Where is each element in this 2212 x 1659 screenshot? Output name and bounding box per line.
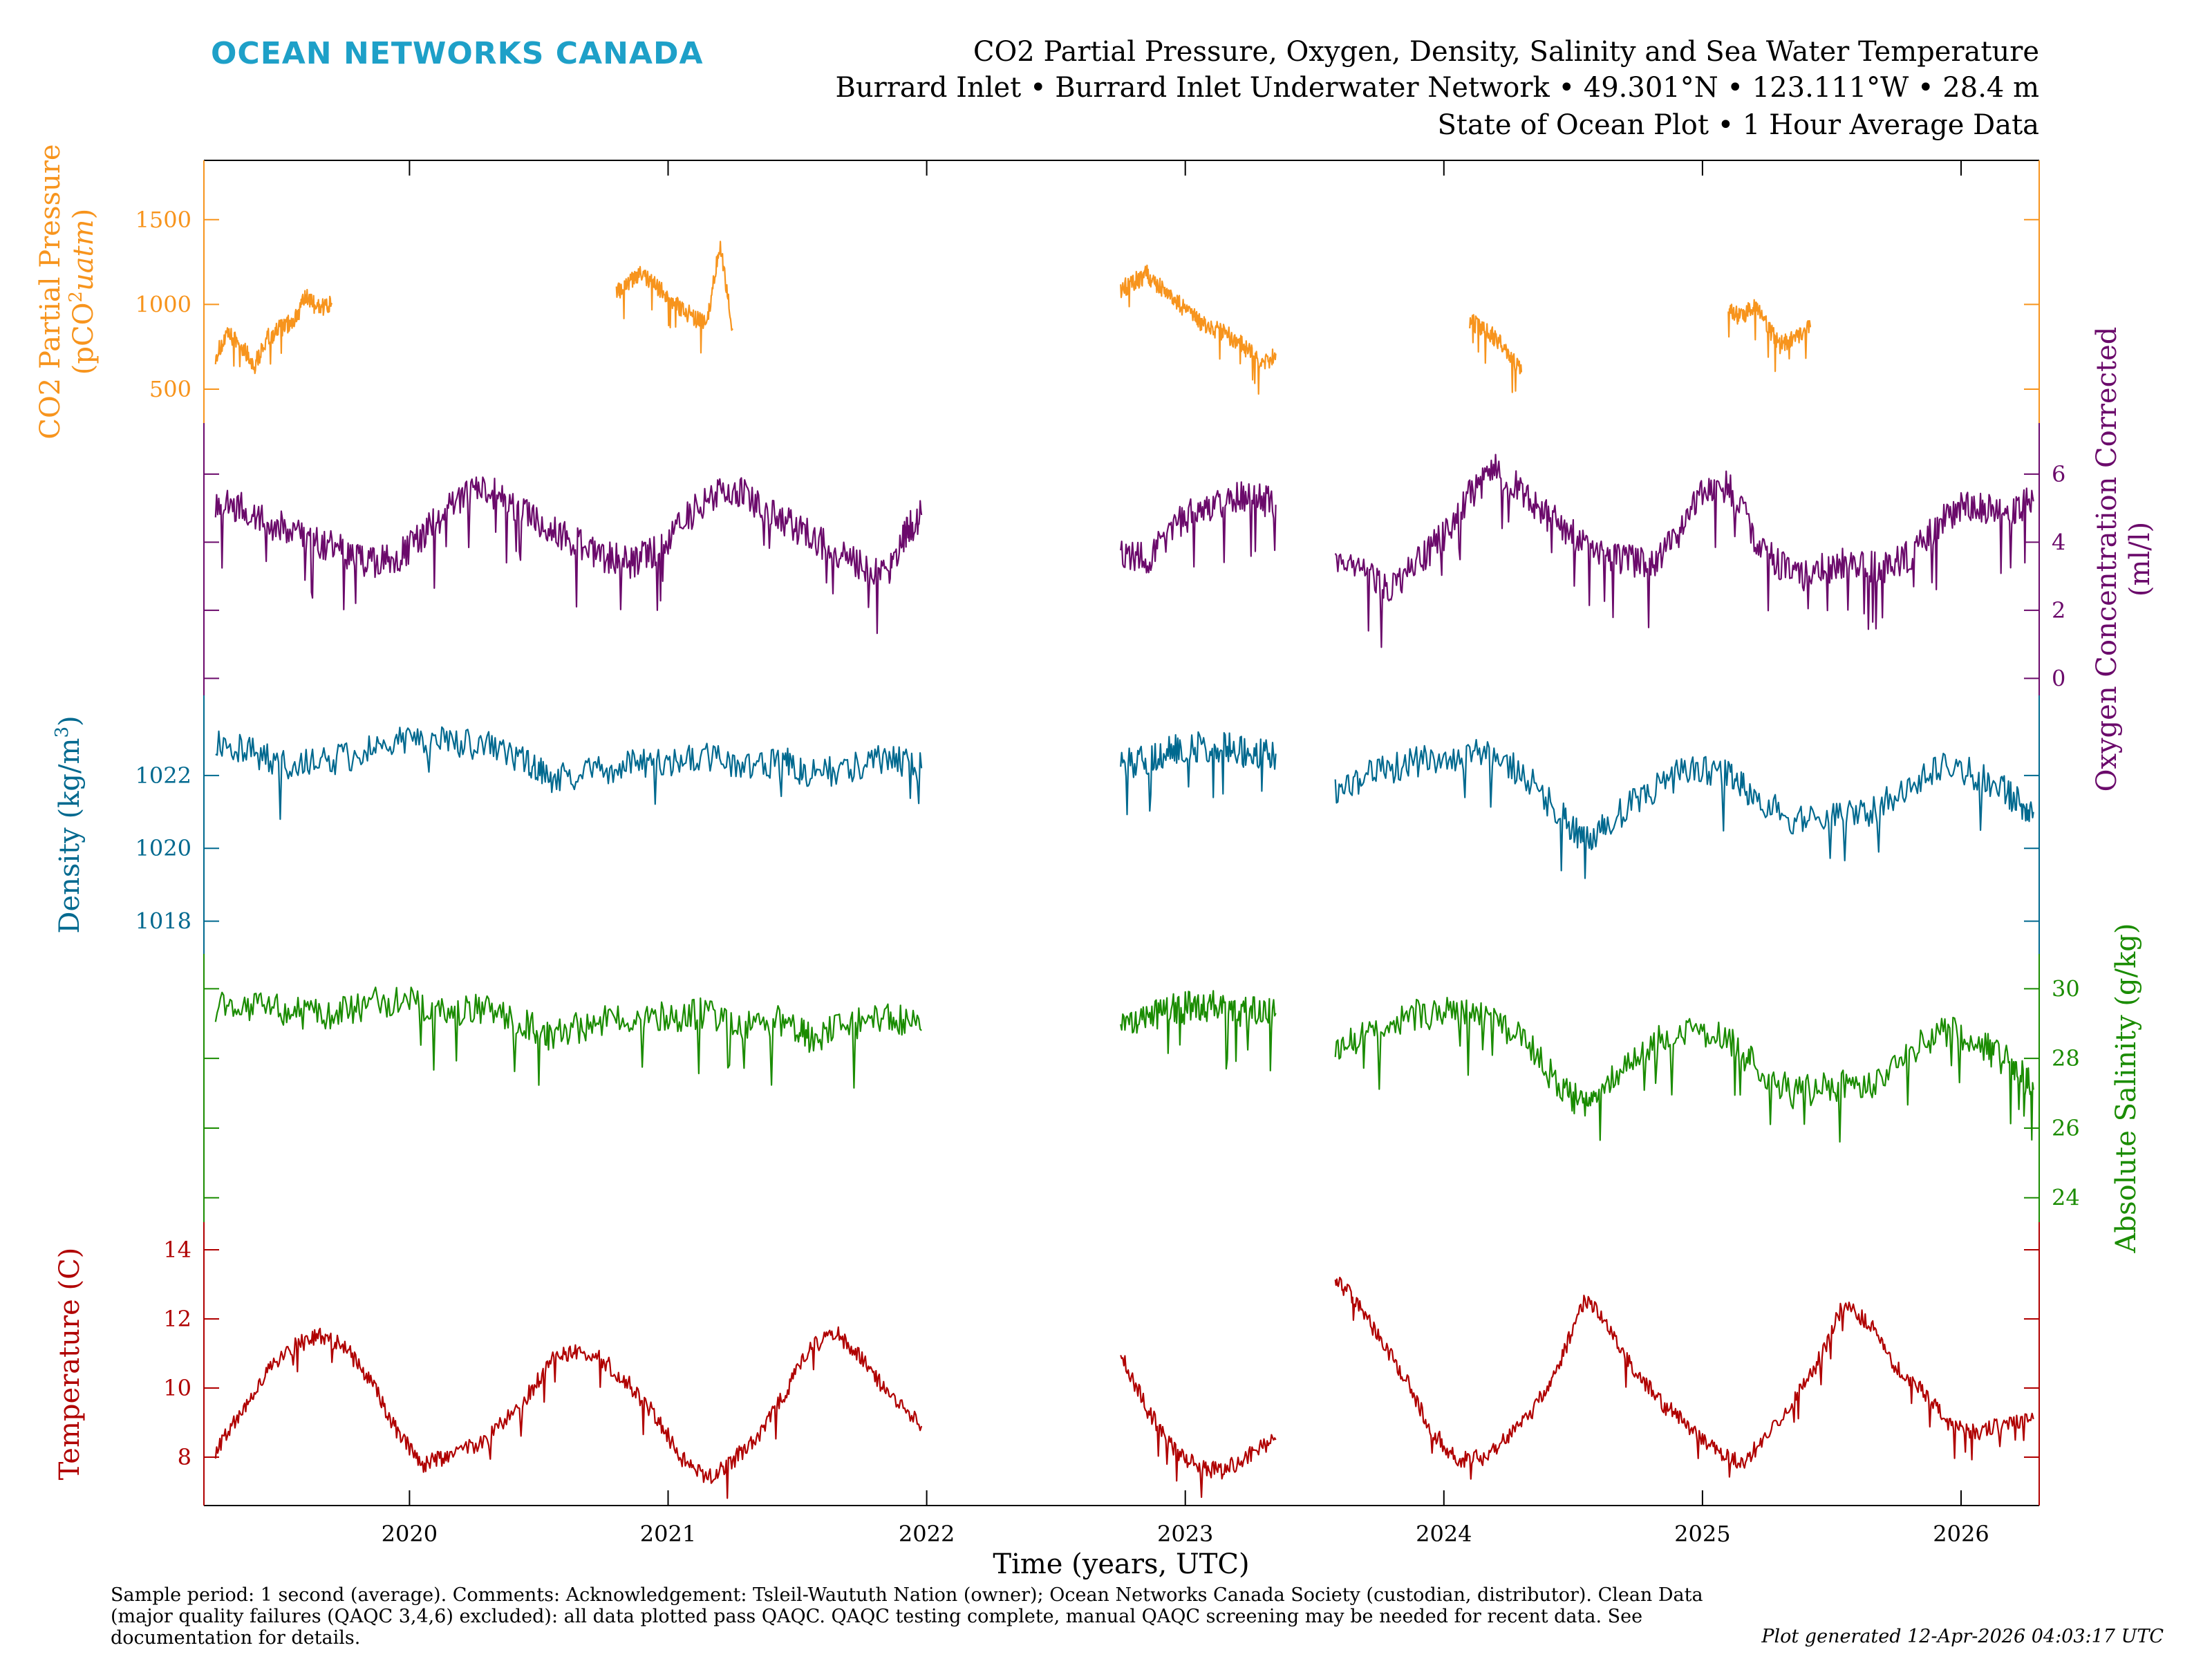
co2-y-tick-label: 1000 bbox=[135, 291, 191, 317]
density-y-tick-label: 1020 bbox=[135, 835, 191, 861]
x-tick-label: 2021 bbox=[640, 1521, 696, 1547]
co2-y-tick-label: 1500 bbox=[135, 207, 191, 233]
x-axis-label: Time (years, UTC) bbox=[993, 1548, 1249, 1580]
co2-series-segment-0 bbox=[214, 288, 333, 375]
oxygen-series-segment-0 bbox=[214, 476, 923, 635]
density-label-main: Density (kg/m3) bbox=[52, 715, 86, 933]
salinity-y-tick-label: 26 bbox=[2052, 1115, 2080, 1141]
co2-label-main: CO2 Partial Pressure bbox=[35, 144, 66, 439]
density-y-axis-label: Density (kg/m3) bbox=[52, 715, 86, 933]
temperature-y-tick-label: 14 bbox=[163, 1237, 191, 1263]
co2-series-segment-4 bbox=[1727, 299, 1811, 373]
oxygen-series-segment-2 bbox=[1334, 453, 2034, 648]
oxygen-label-main: Oxygen Concentration Corrected bbox=[2091, 327, 2123, 792]
co2-series-segment-1 bbox=[615, 241, 733, 354]
oxygen-y-tick-label: 6 bbox=[2052, 461, 2065, 487]
location-line: Burrard Inlet • Burrard Inlet Underwater… bbox=[835, 72, 2039, 104]
co2-y-axis-label: CO2 Partial Pressure (pCO2uatm) bbox=[35, 144, 100, 439]
co2-series-segment-3 bbox=[1469, 314, 1523, 393]
ocean-networks-canada-logo: OCEAN NETWORKS CANADA bbox=[211, 36, 704, 71]
salinity-y-tick-label: 30 bbox=[2052, 975, 2080, 1002]
temperature-series-segment-0 bbox=[214, 1326, 923, 1499]
salinity-series-segment-1 bbox=[1120, 990, 1277, 1071]
salinity-y-tick-label: 24 bbox=[2052, 1185, 2080, 1211]
temperature-series-segment-1 bbox=[1120, 1355, 1277, 1498]
x-tick-label: 2025 bbox=[1674, 1521, 1730, 1547]
salinity-series-segment-0 bbox=[214, 986, 922, 1089]
plot-generated-timestamp: Plot generated 12-Apr-2026 04:03:17 UTC bbox=[1761, 1626, 2164, 1647]
salinity-y-tick-label: 28 bbox=[2052, 1045, 2080, 1071]
salinity-y-axis-label: Absolute Salinity (g/kg) bbox=[2110, 923, 2142, 1253]
density-series-segment-0 bbox=[215, 726, 923, 821]
co2-y-tick-label: 500 bbox=[149, 376, 191, 402]
x-tick-label: 2023 bbox=[1157, 1521, 1213, 1547]
oxygen-series-segment-1 bbox=[1120, 481, 1277, 574]
footer-comments: Sample period: 1 second (average). Comme… bbox=[111, 1584, 1703, 1649]
density-series-segment-2 bbox=[1334, 739, 2034, 879]
chart-subtitle: State of Ocean Plot • 1 Hour Average Dat… bbox=[1437, 109, 2039, 141]
oxygen-y-tick-label: 4 bbox=[2052, 529, 2065, 555]
x-tick-label: 2026 bbox=[1933, 1521, 1989, 1547]
co2-label-sub: (pCO2uatm) bbox=[66, 209, 100, 375]
salinity-series-segment-2 bbox=[1334, 997, 2034, 1143]
temperature-series-segment-2 bbox=[1334, 1277, 2034, 1480]
x-tick-label: 2022 bbox=[899, 1521, 955, 1547]
oxygen-y-axis-label: Oxygen Concentration Corrected (ml/l) bbox=[2091, 327, 2156, 792]
temperature-y-tick-label: 12 bbox=[163, 1306, 191, 1332]
x-tick-label: 2020 bbox=[382, 1521, 438, 1547]
oxygen-label-sub: (ml/l) bbox=[2124, 522, 2156, 597]
density-y-tick-label: 1018 bbox=[135, 908, 191, 935]
chart-title: CO2 Partial Pressure, Oxygen, Density, S… bbox=[973, 36, 2039, 68]
density-series-segment-1 bbox=[1120, 731, 1277, 816]
co2-series-segment-2 bbox=[1120, 264, 1277, 395]
temperature-y-axis-label: Temperature (C) bbox=[54, 1248, 86, 1481]
temperature-y-tick-label: 8 bbox=[178, 1444, 191, 1470]
oxygen-y-tick-label: 2 bbox=[2052, 597, 2065, 624]
temperature-y-tick-label: 10 bbox=[163, 1375, 191, 1401]
density-y-tick-label: 1022 bbox=[135, 762, 191, 789]
multi-panel-time-series: 2020 2021 2022 2023 2024 2025 202650010001500C… bbox=[35, 144, 2156, 1580]
x-tick-label: 2024 bbox=[1416, 1521, 1472, 1547]
temperature-label-main: Temperature (C) bbox=[54, 1248, 86, 1481]
salinity-label-main: Absolute Salinity (g/kg) bbox=[2110, 923, 2142, 1253]
oxygen-y-tick-label: 0 bbox=[2052, 665, 2065, 691]
